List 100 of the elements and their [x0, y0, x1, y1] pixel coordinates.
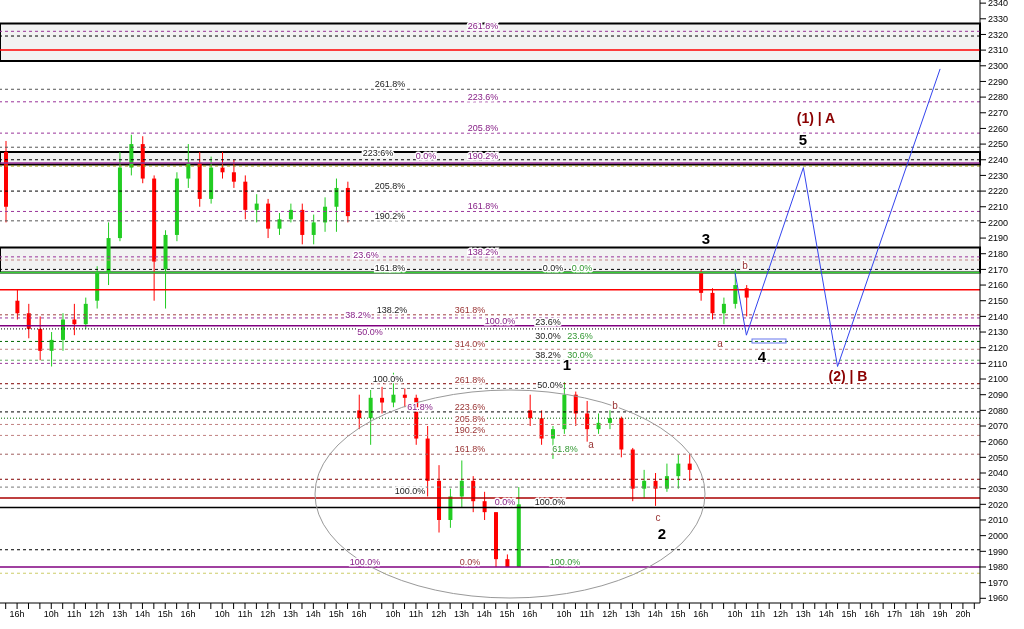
- y-tick-label: 2320: [988, 29, 1009, 40]
- y-tick-label: 2220: [988, 186, 1009, 197]
- annotation: 138.2%: [467, 246, 499, 257]
- annotation: 100.0%: [549, 556, 581, 567]
- annotation: 161.8%: [454, 444, 486, 455]
- x-tick-label: 11h: [237, 609, 253, 620]
- x-tick-label: 12h: [773, 609, 789, 620]
- x-tick-label: 13h: [112, 609, 128, 620]
- annotation: 38.2%: [345, 309, 371, 320]
- x-tick-label: 10h: [556, 609, 572, 620]
- annotation: 100.0%: [534, 497, 566, 508]
- annotation: 23.6%: [353, 249, 379, 260]
- y-tick-label: 2000: [988, 530, 1009, 541]
- x-tick-label: 13h: [283, 609, 299, 620]
- annotation: 161.8%: [374, 262, 406, 273]
- x-tick-label: 19h: [932, 609, 948, 620]
- y-tick-label: 2180: [988, 248, 1009, 259]
- annotation: 190.2%: [454, 425, 486, 436]
- y-tick-label: 2190: [988, 233, 1009, 244]
- annotation: 0.0%: [415, 151, 437, 162]
- x-tick-label: 11h: [750, 609, 765, 620]
- y-tick-label: 1970: [988, 577, 1009, 588]
- annotation: 0.0%: [571, 262, 593, 273]
- annotation: a: [717, 337, 724, 349]
- y-tick-label: 2110: [988, 358, 1008, 369]
- y-tick-label: 2030: [988, 483, 1009, 494]
- x-tick-label: 15h: [670, 609, 686, 620]
- x-tick-label: 13h: [454, 609, 470, 620]
- annotation: 138.2%: [376, 304, 408, 315]
- annotation: 3: [701, 229, 711, 247]
- x-tick-label: 12h: [260, 609, 276, 620]
- annotation: 100.0%: [484, 315, 516, 326]
- annotation: 100.0%: [349, 556, 381, 567]
- annotation: 161.8%: [467, 201, 499, 212]
- annotation: 205.8%: [454, 414, 486, 425]
- y-tick-label: 1990: [988, 546, 1009, 557]
- x-tick-label: 14h: [134, 609, 150, 620]
- annotation: 0.0%: [459, 556, 481, 567]
- y-tick-label: 2130: [988, 327, 1009, 338]
- y-tick-label: 2040: [988, 468, 1009, 479]
- x-tick-label: 10h: [385, 609, 401, 620]
- y-tick-label: 2020: [988, 499, 1009, 510]
- y-tick-label: 2200: [988, 217, 1009, 228]
- annotation: 361.8%: [454, 304, 486, 315]
- x-tick-label: 11h: [579, 609, 595, 620]
- y-tick-label: 2140: [988, 311, 1009, 322]
- annotation: 23.6%: [535, 317, 561, 328]
- annotation: 4: [757, 347, 767, 365]
- x-tick-label: 16h: [9, 609, 25, 620]
- x-tick-label: 16h: [180, 609, 196, 620]
- y-tick-label: 1960: [988, 593, 1009, 604]
- annotation: (1) | A: [796, 110, 836, 126]
- y-tick-label: 2100: [988, 374, 1009, 385]
- y-tick-label: 2250: [988, 139, 1009, 150]
- x-tick-label: 15h: [841, 609, 857, 620]
- x-tick-label: 16h: [351, 609, 367, 620]
- x-tick-label: 18h: [909, 609, 925, 620]
- y-tick-label: 2160: [988, 280, 1009, 291]
- annotation: 23.6%: [567, 331, 593, 342]
- y-tick-label: 2090: [988, 389, 1009, 400]
- x-tick-label: 15h: [157, 609, 173, 620]
- annotation: 50.0%: [357, 326, 383, 337]
- annotation: 0.0%: [542, 262, 564, 273]
- annotation: b: [612, 399, 619, 411]
- annotation: 261.8%: [374, 79, 406, 90]
- y-tick-label: 2310: [988, 45, 1009, 56]
- y-tick-label: 2270: [988, 107, 1009, 118]
- y-tick-label: 2240: [988, 154, 1009, 165]
- annotation: 0.0%: [494, 497, 516, 508]
- x-tick-label: 10h: [214, 609, 230, 620]
- x-tick-label: 11h: [66, 609, 82, 620]
- y-tick-label: 2120: [988, 342, 1009, 353]
- annotation: c: [655, 511, 661, 523]
- x-tick-label: 15h: [328, 609, 344, 620]
- y-tick-label: 2080: [988, 405, 1009, 416]
- y-tick-label: 1980: [988, 562, 1009, 573]
- y-tick-label: 2230: [988, 170, 1009, 181]
- annotation: 30.0%: [567, 350, 593, 361]
- x-tick-label: 20h: [955, 609, 971, 620]
- annotation: b: [742, 259, 749, 271]
- annotation: 190.2%: [374, 210, 406, 221]
- y-tick-label: 2260: [988, 123, 1009, 134]
- annotation: 50.0%: [537, 379, 563, 390]
- x-tick-label: 14h: [305, 609, 321, 620]
- annotation: 261.8%: [454, 375, 486, 386]
- annotation: 223.6%: [467, 91, 499, 102]
- x-tick-label: 12h: [602, 609, 618, 620]
- x-tick-label: 17h: [887, 609, 903, 620]
- y-tick-label: 2010: [988, 515, 1009, 526]
- annotation: 190.2%: [467, 151, 499, 162]
- x-tick-label: 14h: [476, 609, 492, 620]
- x-tick-label: 12h: [431, 609, 447, 620]
- annotation: a: [588, 438, 595, 450]
- x-tick-label: 16h: [693, 609, 709, 620]
- x-tick-label: 12h: [89, 609, 105, 620]
- y-tick-label: 2170: [988, 264, 1009, 275]
- y-tick-label: 2060: [988, 436, 1009, 447]
- annotation: (2) | B: [828, 368, 868, 384]
- y-tick-label: 2210: [988, 201, 1009, 212]
- annotation: 314.0%: [454, 339, 486, 350]
